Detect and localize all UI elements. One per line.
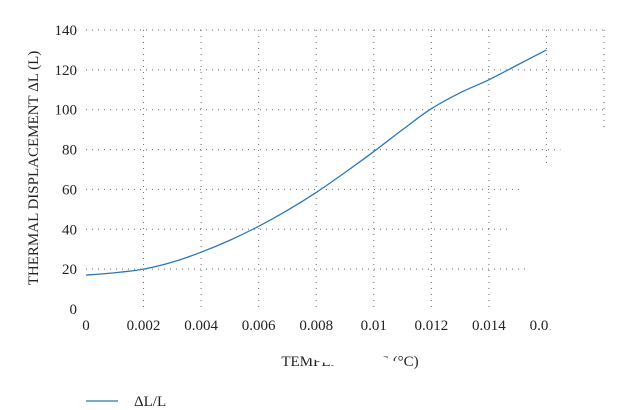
y-tick-label: 120 — [55, 63, 78, 79]
x-tick-label: 0.01 — [361, 318, 387, 334]
y-tick-label: 20 — [62, 262, 77, 278]
x-tick-label: 0.014 — [472, 318, 506, 334]
x-tick-label: 0.008 — [299, 318, 333, 334]
y-tick-label: 40 — [62, 222, 77, 238]
series-layer — [85, 49, 547, 276]
series-line — [85, 49, 547, 276]
legend-label: ΔL/L — [134, 394, 166, 410]
grid-lines — [86, 29, 605, 309]
y-tick-label: 80 — [62, 143, 77, 159]
x-tick-label: 0 — [82, 318, 90, 334]
y-tick-label: 100 — [55, 103, 78, 119]
x-tick-label: 0.004 — [184, 318, 218, 334]
legend: ΔL/L — [86, 394, 166, 410]
y-tick-label: 140 — [55, 23, 78, 39]
y-tick-label: 60 — [62, 182, 77, 198]
y-axis-title: THERMAL DISPLACEMENT ΔL (L) — [26, 51, 42, 286]
watermark-stripe-right — [500, 120, 629, 410]
watermark-stripe-left — [285, 330, 520, 410]
y-tick-label: 0 — [70, 302, 78, 318]
watermark — [285, 120, 629, 410]
x-tick-label: 0.006 — [242, 318, 276, 334]
x-tick-label: 0.012 — [414, 318, 448, 334]
x-tick-label: 0.002 — [127, 318, 161, 334]
